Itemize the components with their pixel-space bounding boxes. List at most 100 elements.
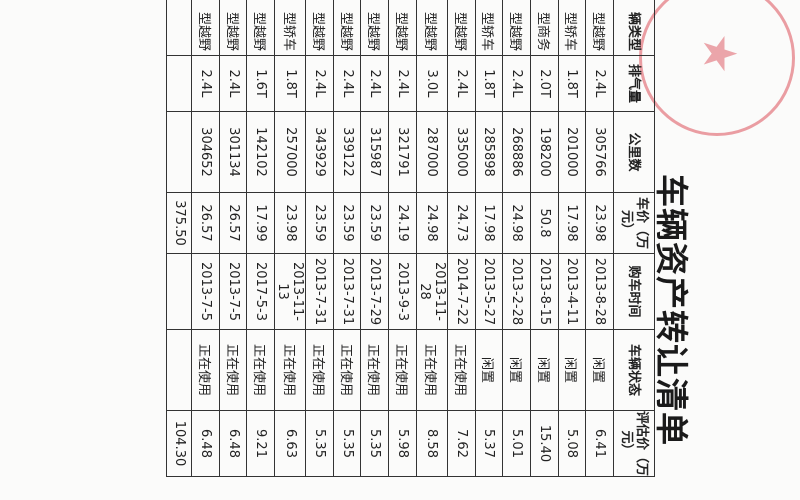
cell-mileage: 285898 bbox=[475, 111, 503, 193]
cell-vehicle-type: 型越野 bbox=[416, 0, 448, 56]
cell-mileage: 198200 bbox=[530, 111, 559, 193]
cell-car-price: 24.19 bbox=[388, 192, 417, 254]
cell-vehicle-type: 型商务 bbox=[530, 0, 559, 56]
cell-vehicle-type: 型越野 bbox=[502, 0, 531, 56]
cell-mileage: 335000 bbox=[447, 111, 476, 193]
table-row: 型越野 2.4L 335000 24.73 2014-7-22 正在使用 7.62 bbox=[447, 0, 476, 477]
total-valuation: 104.30 bbox=[166, 410, 192, 477]
cell-car-price: 26.57 bbox=[191, 192, 220, 254]
cell-car-price: 23.98 bbox=[585, 192, 614, 254]
cell-vehicle-status: 正在使用 bbox=[274, 329, 306, 411]
cell-mileage: 315987 bbox=[361, 111, 389, 193]
cell-vehicle-type: 型轿车 bbox=[558, 0, 586, 56]
cell-displacement: 3.0L bbox=[416, 55, 448, 112]
empty-cell bbox=[166, 0, 192, 56]
cell-purchase-date: 2013-7-5 bbox=[191, 253, 220, 330]
cell-purchase-date: 2013-8-15 bbox=[530, 253, 559, 330]
header-displacement: 排气量 bbox=[613, 55, 655, 112]
cell-purchase-date: 2013-7-31 bbox=[333, 253, 361, 330]
cell-car-price: 24.98 bbox=[502, 192, 531, 254]
cell-purchase-date: 2013-7-5 bbox=[219, 253, 247, 330]
cell-mileage: 321791 bbox=[388, 111, 417, 193]
cell-mileage: 268886 bbox=[502, 111, 531, 193]
header-purchase-date: 购车时间 bbox=[613, 253, 655, 330]
cell-valuation: 8.58 bbox=[416, 410, 448, 477]
cell-valuation: 5.08 bbox=[558, 410, 586, 477]
table-row: 型越野 2.4L 339122 23.59 2013-7-31 正在使用 5.35 bbox=[333, 0, 361, 477]
table-row: 型越野 2.4L 301134 26.57 2013-7-5 正在使用 6.48 bbox=[219, 0, 247, 477]
cell-valuation: 6.48 bbox=[219, 410, 247, 477]
cell-purchase-date: 2013-4-11 bbox=[558, 253, 586, 330]
cell-vehicle-status: 正在使用 bbox=[246, 329, 275, 411]
cell-vehicle-type: 型越野 bbox=[219, 0, 247, 56]
header-vehicle-status: 车辆状态 bbox=[613, 329, 655, 411]
table-row: 型越野 2.4L 321791 24.19 2013-9-3 正在使用 5.98 bbox=[388, 0, 417, 477]
table-row: 型越野 2.4L 343929 23.59 2013-7-31 正在使用 5.35 bbox=[305, 0, 334, 477]
cell-car-price: 17.98 bbox=[558, 192, 586, 254]
cell-mileage: 201000 bbox=[558, 111, 586, 193]
cell-displacement: 2.4L bbox=[502, 55, 531, 112]
header-car-price: 车价（万元） bbox=[613, 192, 655, 254]
cell-vehicle-status: 正在使用 bbox=[333, 329, 361, 411]
cell-displacement: 2.4L bbox=[333, 55, 361, 112]
cell-vehicle-status: 闲置 bbox=[502, 329, 531, 411]
cell-vehicle-status: 正在使用 bbox=[416, 329, 448, 411]
cell-displacement: 2.4L bbox=[305, 55, 334, 112]
cell-valuation: 5.35 bbox=[305, 410, 334, 477]
cell-purchase-date: 2014-7-22 bbox=[447, 253, 476, 330]
table-row: 型越野 2.4L 268886 24.98 2013-2-28 闲置 5.01 bbox=[502, 0, 531, 477]
cell-purchase-date: 2013-11-28 bbox=[416, 253, 448, 330]
cell-vehicle-status: 正在使用 bbox=[388, 329, 417, 411]
cell-valuation: 9.21 bbox=[246, 410, 275, 477]
cell-valuation: 7.62 bbox=[447, 410, 476, 477]
cell-purchase-date: 2013-7-31 bbox=[305, 253, 334, 330]
table-row: 型越野 2.4L 304652 26.57 2013-7-5 正在使用 6.48 bbox=[191, 0, 220, 477]
empty-cell bbox=[166, 111, 192, 193]
cell-vehicle-status: 闲置 bbox=[558, 329, 586, 411]
cell-car-price: 23.59 bbox=[333, 192, 361, 254]
cell-vehicle-type: 型越野 bbox=[388, 0, 417, 56]
cell-vehicle-status: 正在使用 bbox=[305, 329, 334, 411]
cell-displacement: 1.6T bbox=[246, 55, 275, 112]
star-icon: ★ bbox=[693, 33, 747, 75]
empty-cell bbox=[166, 253, 192, 330]
table-row: 型越野 1.6T 142102 17.99 2017-5-3 正在使用 9.21 bbox=[246, 0, 275, 477]
cell-mileage: 339122 bbox=[333, 111, 361, 193]
header-vehicle-type: 辆类型 bbox=[613, 0, 655, 56]
cell-mileage: 301134 bbox=[219, 111, 247, 193]
cell-displacement: 2.4L bbox=[191, 55, 220, 112]
cell-valuation: 5.35 bbox=[361, 410, 389, 477]
cell-purchase-date: 2013-9-3 bbox=[388, 253, 417, 330]
cell-vehicle-status: 闲置 bbox=[475, 329, 503, 411]
cell-vehicle-type: 型越野 bbox=[191, 0, 220, 56]
cell-mileage: 257000 bbox=[274, 111, 306, 193]
total-row: 375.50 104.30 bbox=[166, 0, 192, 477]
header-mileage: 公里数 bbox=[613, 111, 655, 193]
cell-vehicle-type: 型越野 bbox=[305, 0, 334, 56]
cell-vehicle-type: 型越野 bbox=[447, 0, 476, 56]
cell-displacement: 1.8T bbox=[274, 55, 306, 112]
table-row: 型越野 2.4L 305766 23.98 2013-8-28 闲置 6.41 bbox=[585, 0, 614, 477]
cell-car-price: 50.8 bbox=[530, 192, 559, 254]
cell-mileage: 304652 bbox=[191, 111, 220, 193]
cell-purchase-date: 2013-5-27 bbox=[475, 253, 503, 330]
cell-vehicle-type: 型越野 bbox=[361, 0, 389, 56]
cell-car-price: 24.73 bbox=[447, 192, 476, 254]
cell-car-price: 23.98 bbox=[274, 192, 306, 254]
cell-displacement: 2.4L bbox=[388, 55, 417, 112]
cell-vehicle-status: 闲置 bbox=[585, 329, 614, 411]
table-row: 型商务 2.0T 198200 50.8 2013-8-15 闲置 15.40 bbox=[530, 0, 559, 477]
document-title: 车辆资产转让清单 bbox=[652, 174, 691, 446]
cell-vehicle-type: 型越野 bbox=[246, 0, 275, 56]
cell-valuation: 5.37 bbox=[475, 410, 503, 477]
cell-vehicle-status: 正在使用 bbox=[361, 329, 389, 411]
cell-car-price: 23.59 bbox=[305, 192, 334, 254]
cell-car-price: 26.57 bbox=[219, 192, 247, 254]
cell-valuation: 5.98 bbox=[388, 410, 417, 477]
cell-displacement: 2.4L bbox=[219, 55, 247, 112]
cell-purchase-date: 2017-5-3 bbox=[246, 253, 275, 330]
table-header-row: 辆类型 排气量 公里数 车价（万元） 购车时间 车辆状态 评估价（万元） bbox=[613, 0, 655, 477]
empty-cell bbox=[166, 55, 192, 112]
cell-valuation: 5.01 bbox=[502, 410, 531, 477]
